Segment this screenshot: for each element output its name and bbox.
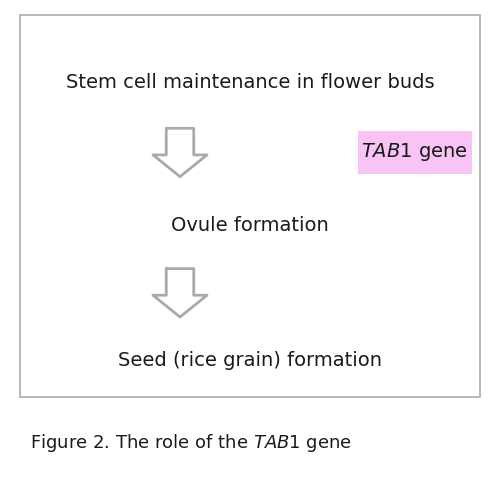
Text: Ovule formation: Ovule formation	[171, 215, 329, 235]
Text: Figure 2. The role of the $\it{TAB1}$ gene: Figure 2. The role of the $\it{TAB1}$ ge…	[30, 432, 352, 454]
Polygon shape	[153, 128, 207, 177]
Text: Stem cell maintenance in flower buds: Stem cell maintenance in flower buds	[66, 73, 434, 92]
Text: Seed (rice grain) formation: Seed (rice grain) formation	[118, 351, 382, 370]
FancyBboxPatch shape	[358, 131, 472, 174]
Text: $\it{TAB1}$ gene: $\it{TAB1}$ gene	[360, 141, 468, 164]
FancyBboxPatch shape	[20, 15, 480, 397]
Polygon shape	[153, 269, 207, 317]
